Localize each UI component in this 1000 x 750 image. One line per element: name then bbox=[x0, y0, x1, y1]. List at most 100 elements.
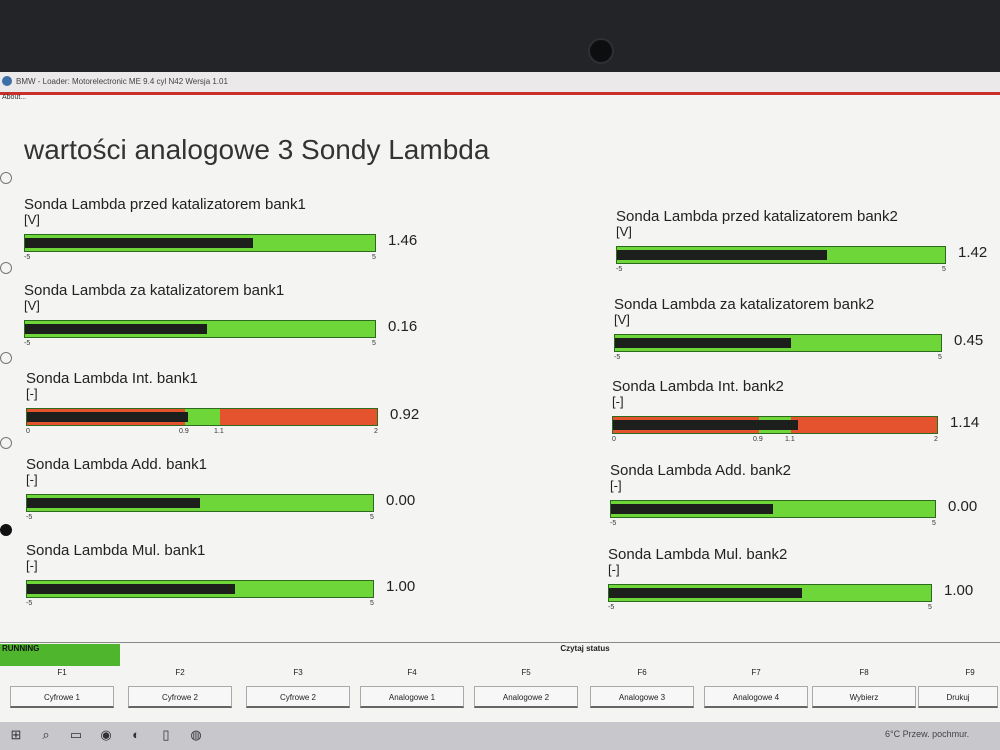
widget-label: Sonda Lambda Int. bank1 bbox=[26, 370, 198, 387]
app-icon bbox=[2, 76, 12, 86]
function-button[interactable]: Analogowe 2 bbox=[474, 686, 578, 708]
tick-label: 5 bbox=[928, 604, 932, 611]
lambda-widget: Sonda Lambda Add. bank1 [-] -5 5 0.00 bbox=[26, 456, 446, 536]
search-icon[interactable]: ⌕ bbox=[42, 727, 50, 742]
widget-label: Sonda Lambda Int. bank2 bbox=[612, 378, 784, 395]
menu-bar: About... bbox=[0, 94, 1000, 104]
value-fill bbox=[25, 238, 253, 248]
lambda-widget: Sonda Lambda przed katalizatorem bank2 [V… bbox=[616, 208, 1000, 288]
value-bar bbox=[24, 234, 376, 252]
window-title: BMW - Loader: Motorelectronic ME 9.4 cyl… bbox=[16, 77, 228, 86]
function-button[interactable]: Cyfrowe 2 bbox=[246, 686, 350, 708]
tick-label: 5 bbox=[932, 520, 936, 527]
radio-button[interactable] bbox=[0, 172, 12, 184]
function-key-label: F2 bbox=[175, 668, 185, 677]
value-bar bbox=[614, 334, 942, 352]
widget-unit: [-] bbox=[608, 562, 620, 577]
widget-unit: [-] bbox=[610, 478, 622, 493]
widget-unit: [-] bbox=[612, 394, 624, 409]
widget-unit: [-] bbox=[26, 558, 38, 573]
windows-start-icon[interactable]: ⊞ bbox=[10, 727, 22, 742]
value-fill bbox=[611, 504, 773, 514]
value-fill bbox=[27, 498, 200, 508]
function-button[interactable]: Analogowe 4 bbox=[704, 686, 808, 708]
widget-unit: [V] bbox=[24, 212, 40, 227]
chrome-icon[interactable]: ◉ bbox=[100, 727, 112, 742]
widget-label: Sonda Lambda za katalizatorem bank1 bbox=[24, 282, 285, 299]
value-bar bbox=[610, 500, 936, 518]
radio-button-selected[interactable] bbox=[0, 524, 12, 536]
function-key-label: F3 bbox=[293, 668, 303, 677]
function-key-label: F9 bbox=[965, 668, 975, 677]
value-fill bbox=[609, 588, 802, 598]
widget-value: 0.92 bbox=[390, 406, 420, 423]
tick-label: 2 bbox=[934, 436, 938, 443]
lambda-widget: Sonda Lambda Mul. bank1 [-] -5 5 1.00 bbox=[26, 542, 446, 622]
function-button[interactable]: Analogowe 3 bbox=[590, 686, 694, 708]
bmw-icon[interactable]: ◍ bbox=[190, 727, 202, 742]
function-key-label: F5 bbox=[521, 668, 531, 677]
status-divider bbox=[0, 642, 1000, 643]
value-fill bbox=[615, 338, 791, 348]
ok-zone bbox=[185, 409, 220, 425]
lambda-widget: Sonda Lambda Int. bank1 [-] 0 0.9 1.1 2 0.92 bbox=[26, 370, 446, 450]
function-key-label: F1 bbox=[57, 668, 67, 677]
edge-icon[interactable]: ◐ bbox=[132, 727, 140, 742]
tick-label: 2 bbox=[374, 428, 378, 435]
tick-label: 5 bbox=[370, 600, 374, 607]
widget-unit: [-] bbox=[26, 472, 38, 487]
tick-label: 5 bbox=[372, 254, 376, 261]
widget-label: Sonda Lambda Add. bank1 bbox=[26, 456, 207, 473]
function-button[interactable]: Cyfrowe 2 bbox=[128, 686, 232, 708]
radio-button[interactable] bbox=[0, 262, 12, 274]
tick-label: -5 bbox=[608, 604, 615, 611]
task-view-icon[interactable]: ▭ bbox=[69, 727, 83, 742]
lambda-widget: Sonda Lambda Mul. bank2 [-] -5 5 1.00 bbox=[608, 546, 1000, 626]
tick-label: -5 bbox=[610, 520, 617, 527]
file-icon[interactable]: ▯ bbox=[162, 727, 170, 742]
widget-value: 0.00 bbox=[948, 498, 978, 515]
function-button[interactable]: Drukuj bbox=[918, 686, 998, 708]
function-key-label: F7 bbox=[751, 668, 761, 677]
tick-label: -5 bbox=[24, 254, 31, 261]
function-key-label: F4 bbox=[407, 668, 417, 677]
value-bar bbox=[26, 408, 378, 426]
widget-label: Sonda Lambda przed katalizatorem bank2 bbox=[616, 208, 898, 225]
radio-button[interactable] bbox=[0, 437, 12, 449]
menu-about[interactable]: About... bbox=[2, 94, 27, 101]
function-button[interactable]: Analogowe 1 bbox=[360, 686, 464, 708]
tick-label: 1.1 bbox=[785, 436, 795, 443]
function-button[interactable]: Cyfrowe 1 bbox=[10, 686, 114, 708]
tick-label: 1.1 bbox=[214, 428, 224, 435]
widget-unit: [V] bbox=[24, 298, 40, 313]
tick-label: 5 bbox=[938, 354, 942, 361]
widget-label: Sonda Lambda Mul. bank1 bbox=[26, 542, 206, 559]
lambda-widget: Sonda Lambda Add. bank2 [-] -5 5 0.00 bbox=[610, 462, 1000, 542]
page-title: wartości analogowe 3 Sondy Lambda bbox=[24, 134, 490, 165]
value-bar bbox=[26, 494, 374, 512]
lambda-widget: Sonda Lambda za katalizatorem bank2 [V] -… bbox=[614, 296, 1000, 376]
widget-value: 0.45 bbox=[954, 332, 984, 349]
value-fill bbox=[25, 324, 207, 334]
tick-label: -5 bbox=[614, 354, 621, 361]
widget-unit: [V] bbox=[616, 224, 632, 239]
title-bar: BMW - Loader: Motorelectronic ME 9.4 cyl… bbox=[0, 72, 1000, 95]
widget-unit: [V] bbox=[614, 312, 630, 327]
weather-status: 6°C Przew. pochmur. bbox=[885, 729, 970, 739]
widget-value: 1.46 bbox=[388, 232, 418, 249]
value-bar bbox=[26, 580, 374, 598]
value-fill bbox=[613, 420, 798, 430]
tick-label: 5 bbox=[942, 266, 946, 273]
tick-label: 0.9 bbox=[753, 436, 763, 443]
tick-label: 5 bbox=[372, 340, 376, 347]
value-bar bbox=[608, 584, 932, 602]
widget-value: 0.00 bbox=[386, 492, 416, 509]
lambda-widget: Sonda Lambda przed katalizatorem bank1 [V… bbox=[24, 196, 444, 276]
tick-label: 0 bbox=[26, 428, 30, 435]
widget-label: Sonda Lambda Mul. bank2 bbox=[608, 546, 788, 563]
radio-button[interactable] bbox=[0, 352, 12, 364]
widget-label: Sonda Lambda za katalizatorem bank2 bbox=[614, 296, 875, 313]
function-button[interactable]: Wybierz bbox=[812, 686, 916, 708]
widget-value: 0.16 bbox=[388, 318, 418, 335]
tick-label: -5 bbox=[26, 514, 33, 521]
